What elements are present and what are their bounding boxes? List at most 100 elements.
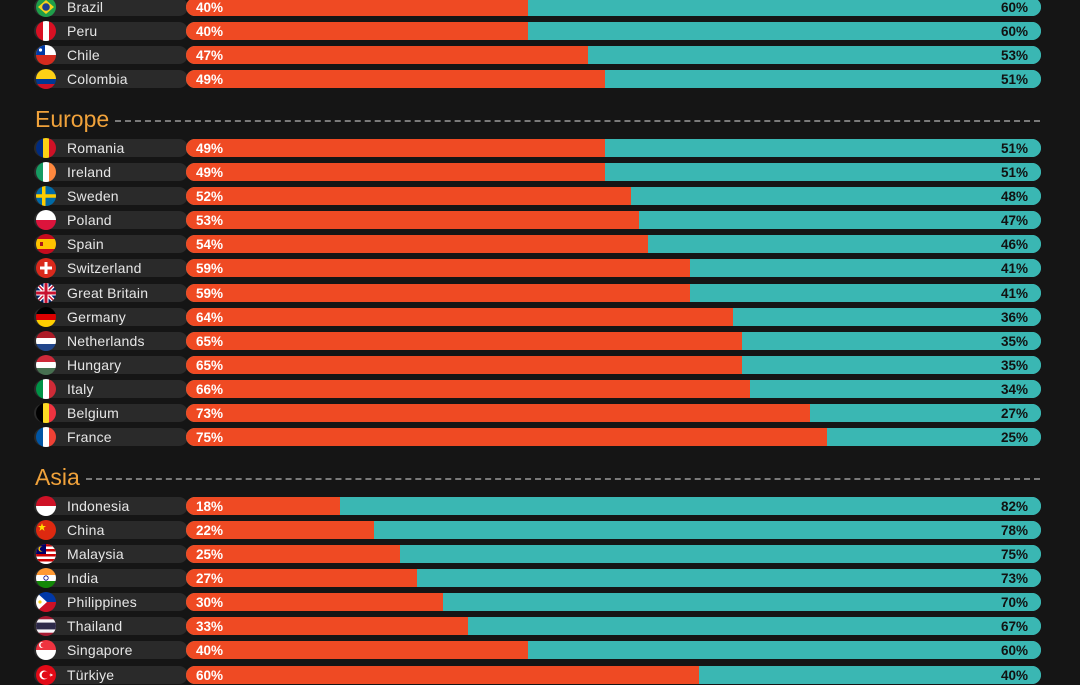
bar-segment-b	[417, 569, 1041, 587]
bar-segment-b	[742, 356, 1041, 374]
table-row: Singapore 40% 60%	[0, 640, 1080, 660]
value-label-a: 54%	[196, 237, 224, 252]
table-row: Türkiye 60% 40%	[0, 665, 1080, 685]
bar-segment-a	[186, 666, 699, 684]
france-flag-icon	[36, 427, 56, 447]
country-label: Netherlands	[67, 333, 145, 349]
table-row: Sweden 52% 48%	[0, 186, 1080, 206]
bar-track	[186, 259, 1041, 277]
bar-segment-b	[529, 22, 1041, 40]
bar-segment-a	[186, 163, 605, 181]
india-flag-icon	[36, 568, 56, 588]
country-label-pill	[34, 163, 188, 181]
bar-segment-b	[605, 139, 1041, 157]
bar-segment-a	[186, 521, 375, 539]
bar-segment-a	[186, 641, 528, 659]
value-label-a: 65%	[196, 358, 224, 373]
country-label: Poland	[67, 212, 112, 228]
bar-segment-a	[186, 211, 640, 229]
section-header: Europe	[0, 104, 1080, 134]
bar-segment-b	[340, 497, 1041, 515]
country-label-pill	[34, 139, 188, 157]
bar-segment-b	[400, 545, 1041, 563]
value-label-a: 60%	[196, 668, 224, 683]
table-row: Indonesia 18% 82%	[0, 496, 1080, 516]
bar-segment-b	[469, 617, 1041, 635]
bar-track	[186, 497, 1041, 515]
value-label-b: 25%	[1000, 430, 1028, 445]
country-label: Great Britain	[67, 285, 149, 301]
bar-track	[186, 139, 1041, 157]
value-label-b: 51%	[1000, 72, 1028, 87]
bar-segment-a	[186, 497, 340, 515]
bar-segment-a	[186, 356, 742, 374]
value-label-b: 78%	[1000, 523, 1028, 538]
brazil-flag-icon	[36, 0, 56, 17]
country-label-pill	[34, 70, 188, 88]
bar-segment-b	[691, 259, 1041, 277]
bar-track	[186, 521, 1041, 539]
value-label-b: 46%	[1000, 237, 1028, 252]
hungary-flag-icon	[36, 355, 56, 375]
value-label-b: 34%	[1000, 382, 1028, 397]
country-label: Germany	[67, 309, 126, 325]
value-label-b: 41%	[1000, 261, 1028, 276]
country-label: Spain	[67, 236, 104, 252]
bar-segment-a	[186, 0, 528, 16]
value-label-b: 47%	[1000, 213, 1028, 228]
value-label-b: 41%	[1000, 286, 1028, 301]
germany-flag-icon	[36, 307, 56, 327]
country-label: Thailand	[67, 618, 123, 634]
bar-segment-a	[186, 46, 588, 64]
value-label-a: 40%	[196, 24, 224, 39]
table-row: China 22% 78%	[0, 520, 1080, 540]
country-label-pill	[34, 187, 188, 205]
china-flag-icon	[36, 520, 56, 540]
bar-segment-b	[811, 404, 1041, 422]
country-label-pill	[34, 235, 188, 253]
country-label-pill	[34, 545, 188, 563]
value-label-b: 35%	[1000, 334, 1028, 349]
bar-track	[186, 163, 1041, 181]
bar-segment-a	[186, 617, 469, 635]
country-label-pill	[34, 521, 188, 539]
country-label-pill	[34, 356, 188, 374]
bar-segment-b	[734, 308, 1041, 326]
table-row: Netherlands 65% 35%	[0, 331, 1080, 351]
value-label-b: 60%	[1000, 0, 1028, 15]
bar-segment-b	[700, 666, 1041, 684]
country-label: Indonesia	[67, 498, 130, 514]
table-row: Ireland 49% 51%	[0, 162, 1080, 182]
value-label-b: 27%	[1000, 406, 1028, 421]
bar-segment-b	[588, 46, 1041, 64]
bar-track	[186, 356, 1041, 374]
value-label-a: 27%	[196, 571, 224, 586]
country-label: Belgium	[67, 405, 119, 421]
value-label-a: 22%	[196, 523, 224, 538]
bar-segment-a	[186, 332, 742, 350]
value-label-a: 75%	[196, 430, 224, 445]
bar-track	[186, 284, 1041, 302]
value-label-a: 25%	[196, 547, 224, 562]
table-row: Philippines 30% 70%	[0, 592, 1080, 612]
bar-segment-a	[186, 593, 443, 611]
peru-flag-icon	[36, 21, 56, 41]
bar-track	[186, 211, 1041, 229]
table-row: Germany 64% 36%	[0, 307, 1080, 327]
bar-segment-a	[186, 428, 828, 446]
table-row: Hungary 65% 35%	[0, 355, 1080, 375]
ireland-flag-icon	[36, 162, 56, 182]
sweden-flag-icon	[36, 186, 56, 206]
value-label-a: 33%	[196, 619, 224, 634]
country-label-pill	[34, 404, 188, 422]
value-label-a: 64%	[196, 310, 224, 325]
country-label: Hungary	[67, 357, 122, 373]
bar-track	[186, 404, 1041, 422]
bar-segment-a	[186, 545, 400, 563]
country-label: Romania	[67, 140, 125, 156]
bar-track	[186, 332, 1041, 350]
thailand-flag-icon	[36, 616, 56, 636]
table-row: Colombia 49% 51%	[0, 69, 1080, 89]
section-title: Asia	[35, 463, 80, 490]
